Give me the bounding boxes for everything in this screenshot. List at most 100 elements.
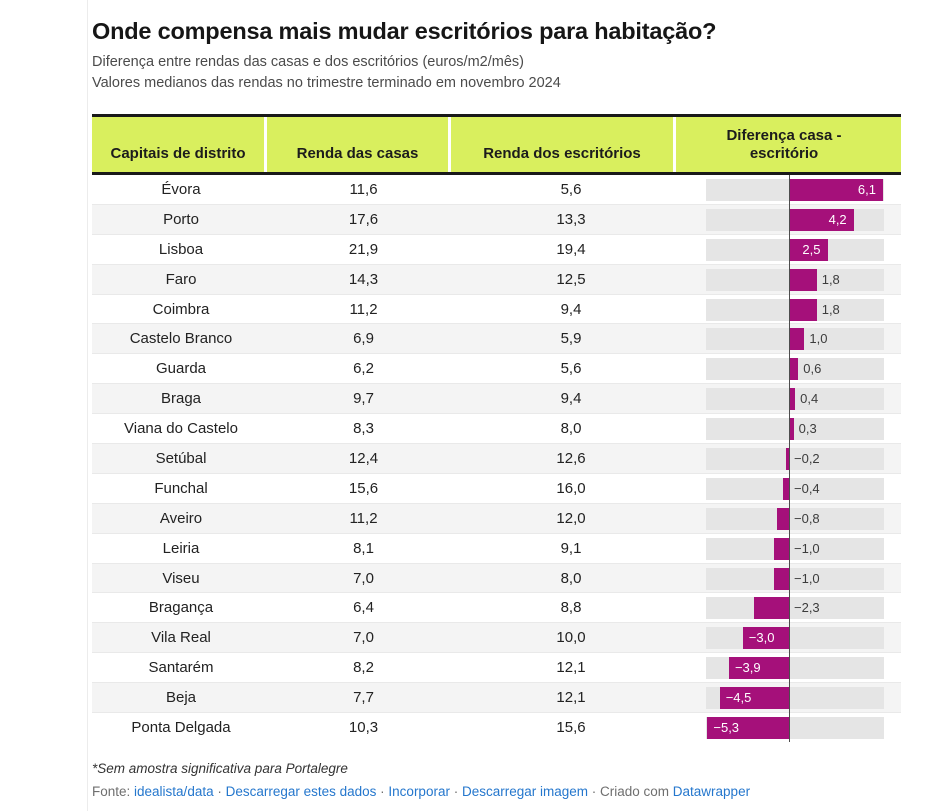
renda-escritorios-cell: 12,6 [556,449,586,467]
renda-escritorios-cell: 5,6 [560,180,582,198]
capital-cell: Setúbal [155,449,207,467]
diff-bar [742,627,789,650]
renda-escritorios-cell: 5,9 [560,330,582,348]
footer-text: Fonte: [92,784,135,799]
diff-bar-cell: −1,0 [685,564,901,593]
renda-escritorios-cell: 12,0 [556,509,586,527]
diff-bar-cell: 1,0 [685,324,901,353]
bar-track: 0,4 [706,388,884,411]
table-row: Castelo Branco 6,9 5,9 1,0 [92,323,901,354]
bar-track: 2,5 [706,238,884,261]
footer-text: · Criado com [588,784,673,799]
diff-bar [785,448,789,471]
renda-casas-cell: 11,6 [349,180,378,198]
renda-escritorios-cell: 16,0 [556,479,586,497]
diff-bar [789,268,817,291]
renda-casas-cell: 7,0 [353,569,374,587]
diff-bar [789,298,817,321]
diff-bar-cell: 4,2 [685,205,901,234]
diff-bar-label: 6,1 [857,182,876,197]
table-row: Évora 11,6 5,6 6,1 [92,175,901,204]
table-row: Funchal 15,6 16,0 −0,4 [92,472,901,503]
footer-link[interactable]: idealista/data [134,784,214,799]
diff-bar-cell: −0,8 [685,504,901,533]
column-header-renda-casas: Renda das casas [267,117,451,172]
bar-track: −0,8 [706,507,884,530]
renda-casas-cell: 6,2 [353,360,374,378]
table-row: Beja 7,7 12,1 −4,5 [92,682,901,713]
table-row: Ponta Delgada 10,3 15,6 −5,3 [92,712,901,742]
table-row: Leiria 8,1 9,1 −1,0 [92,532,901,563]
renda-escritorios-cell: 8,0 [560,420,582,438]
table-row: Bragança 6,4 8,8 −2,3 [92,592,901,623]
table-row: Santarém 8,2 12,1 −3,9 [92,652,901,683]
column-header-renda-escritorios: Renda dos escritórios [451,117,676,172]
diff-bar-cell: −0,2 [685,444,901,473]
bar-track: −0,4 [706,477,884,500]
footer-link[interactable]: Incorporar [388,784,450,799]
renda-casas-cell: 8,1 [353,539,374,557]
bar-track: 0,6 [706,358,884,381]
renda-casas-cell: 8,2 [353,659,374,677]
renda-escritorios-cell: 10,0 [556,629,586,647]
diff-bar-label: −3,9 [734,660,761,676]
footer-link[interactable]: Descarregar imagem [461,784,588,799]
capital-cell: Faro [165,270,197,288]
subtitle-line-1: Diferença entre rendas das casas e dos e… [92,54,524,70]
capital-cell: Santarém [148,659,214,677]
bar-track: −5,3 [706,717,884,740]
renda-escritorios-cell: 8,8 [560,599,582,617]
diff-bar [789,358,799,381]
renda-casas-cell: 12,4 [348,449,379,467]
capital-cell: Viana do Castelo [124,420,238,438]
bar-track: −3,0 [706,627,884,650]
table-row: Guarda 6,2 5,6 0,6 [92,353,901,384]
diff-bar-cell: −1,0 [685,534,901,563]
column-header-capitais: Capitais de distrito [92,117,267,172]
capital-cell: Leiria [162,539,200,557]
table-row: Porto 17,6 13,3 4,2 [92,203,901,234]
renda-escritorios-cell: 9,4 [560,390,582,408]
footer-link[interactable]: Datawrapper [672,784,751,799]
diff-bar [773,537,789,560]
capital-cell: Aveiro [159,509,203,527]
bar-track: 0,3 [706,418,884,441]
page-edge-divider [87,0,88,811]
diff-bar-cell: 0,4 [685,384,901,413]
bar-track: −3,9 [706,657,884,680]
diff-bar [773,567,789,590]
table-row: Braga 9,7 9,4 0,4 [92,383,901,414]
bar-track: 4,2 [706,208,884,231]
diff-bar-cell: −2,3 [685,593,901,622]
page-title: Onde compensa mais mudar escritórios par… [92,18,717,44]
table-row: Viseu 7,0 8,0 −1,0 [92,562,901,593]
renda-casas-cell: 7,0 [353,629,374,647]
diff-bar-label: −2,3 [794,600,820,616]
footer-text: · [376,784,389,799]
bar-track: −4,5 [706,687,884,710]
renda-casas-cell: 6,4 [353,599,374,617]
bar-track: −2,3 [706,597,884,620]
diff-bar-cell: 1,8 [685,265,901,294]
table-row: Setúbal 12,4 12,6 −0,2 [92,443,901,473]
bar-track: −1,0 [706,537,884,560]
data-table: Capitais de distrito Renda das casas Ren… [92,114,901,742]
renda-casas-cell: 17,6 [348,210,379,228]
footer-link[interactable]: Descarregar estes dados [225,784,377,799]
diff-bar-label: 1,8 [821,271,840,287]
capital-cell: Castelo Branco [129,330,233,348]
diff-bar [728,657,789,680]
diff-bar [789,388,796,411]
diff-bar-label: −0,2 [794,451,820,467]
capital-cell: Lisboa [158,240,204,258]
renda-casas-cell: 15,6 [348,479,379,497]
footer-text: · [213,784,226,799]
bar-track: −0,2 [706,448,884,471]
table-body: Évora 11,6 5,6 6,1 Porto 17,6 13,3 4,2 L… [92,175,901,742]
diff-bar-cell: 0,6 [685,354,901,383]
renda-escritorios-cell: 12,5 [556,270,586,288]
subtitle-line-2: Valores medianos das rendas no trimestre… [92,75,561,91]
renda-casas-cell: 10,3 [348,718,379,736]
capital-cell: Viseu [162,569,200,587]
renda-escritorios-cell: 9,4 [560,300,582,318]
